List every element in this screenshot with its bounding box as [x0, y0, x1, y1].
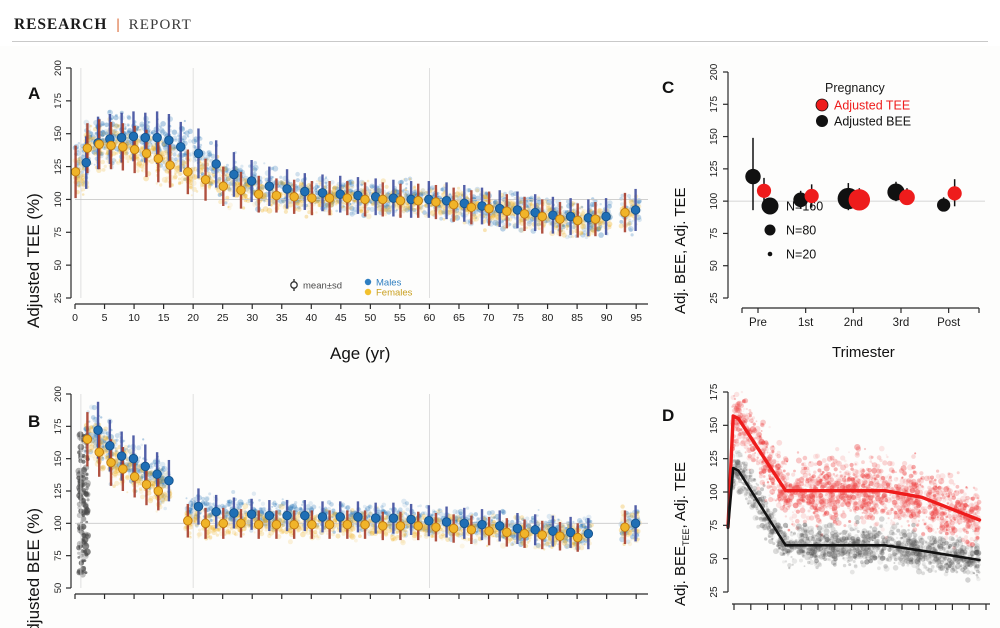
svg-text:75: 75	[53, 227, 64, 238]
panel-d-y-axis-title: Adj. BEETEE, Adj. TEE	[672, 462, 691, 606]
svg-text:25: 25	[217, 312, 229, 324]
svg-text:50: 50	[365, 312, 377, 324]
svg-text:200: 200	[53, 60, 64, 76]
panel-d-letter: D	[662, 406, 675, 425]
panel-d-y-axis-tail: , Adj. TEE	[672, 462, 689, 529]
svg-text:mean±sd: mean±sd	[303, 281, 342, 292]
panel-c: C Adj. BEE, Adj. TEE Trimester Pregnancy…	[650, 46, 1000, 376]
svg-text:0: 0	[72, 312, 78, 324]
svg-text:100: 100	[53, 191, 64, 207]
panel-d-y-axis-subscript: TEE	[681, 528, 691, 546]
journal-section-report: REPORT	[128, 17, 192, 33]
header-divider	[12, 41, 988, 42]
panel-b-letter: B	[28, 412, 41, 431]
panel-d: D Adj. BEETEE, Adj. TEE 25 50 75 100 125 150 1…	[650, 376, 1000, 628]
svg-text:Females: Females	[376, 288, 413, 299]
svg-text:25: 25	[53, 293, 64, 304]
panel-a-plot: 25 50 75 100 125 150 175 200 0 5 10 15 20 25 30 35 40 45 5…	[53, 60, 648, 324]
panel-b: B Adjusted BEE (%) 50 75 100 125 150 175 200	[0, 376, 660, 628]
svg-text:90: 90	[601, 312, 613, 324]
panel-a: A Adjusted TEE (%) Age (yr) 25 50 75 100 125…	[0, 46, 660, 376]
svg-text:10: 10	[128, 312, 140, 324]
journal-header: RESEARCH | REPORT	[0, 0, 1000, 46]
panel-a-x-axis-title: Age (yr)	[330, 344, 391, 363]
svg-text:85: 85	[571, 312, 583, 324]
svg-text:175: 175	[53, 93, 64, 109]
svg-text:150: 150	[53, 126, 64, 142]
svg-text:125: 125	[53, 159, 64, 175]
svg-text:30: 30	[246, 312, 258, 324]
panel-c-letter: C	[662, 78, 675, 97]
panel-b-y-axis-title: Adjusted BEE (%)	[24, 507, 43, 628]
svg-text:55: 55	[394, 312, 406, 324]
svg-text:70: 70	[483, 312, 495, 324]
journal-section-research: RESEARCH	[14, 16, 108, 33]
svg-text:35: 35	[276, 312, 288, 324]
svg-text:50: 50	[53, 260, 64, 271]
svg-text:65: 65	[453, 312, 465, 324]
svg-text:45: 45	[335, 312, 347, 324]
svg-text:60: 60	[424, 312, 436, 324]
svg-text:5: 5	[102, 312, 108, 324]
svg-text:95: 95	[630, 312, 642, 324]
panel-a-letter: A	[28, 84, 41, 103]
svg-text:75: 75	[512, 312, 524, 324]
svg-text:15: 15	[158, 312, 170, 324]
svg-text:40: 40	[305, 312, 317, 324]
svg-text:80: 80	[542, 312, 554, 324]
panel-a-y-axis-title: Adjusted TEE (%)	[24, 193, 43, 328]
panel-c-y-axis-title: Adj. BEE, Adj. TEE	[672, 187, 689, 314]
svg-text:Males: Males	[376, 278, 402, 289]
panel-d-y-axis-main: Adj. BEE	[672, 545, 689, 606]
panel-c-x-axis-title: Trimester	[832, 344, 895, 361]
journal-separator: |	[116, 17, 120, 33]
svg-text:20: 20	[187, 312, 199, 324]
